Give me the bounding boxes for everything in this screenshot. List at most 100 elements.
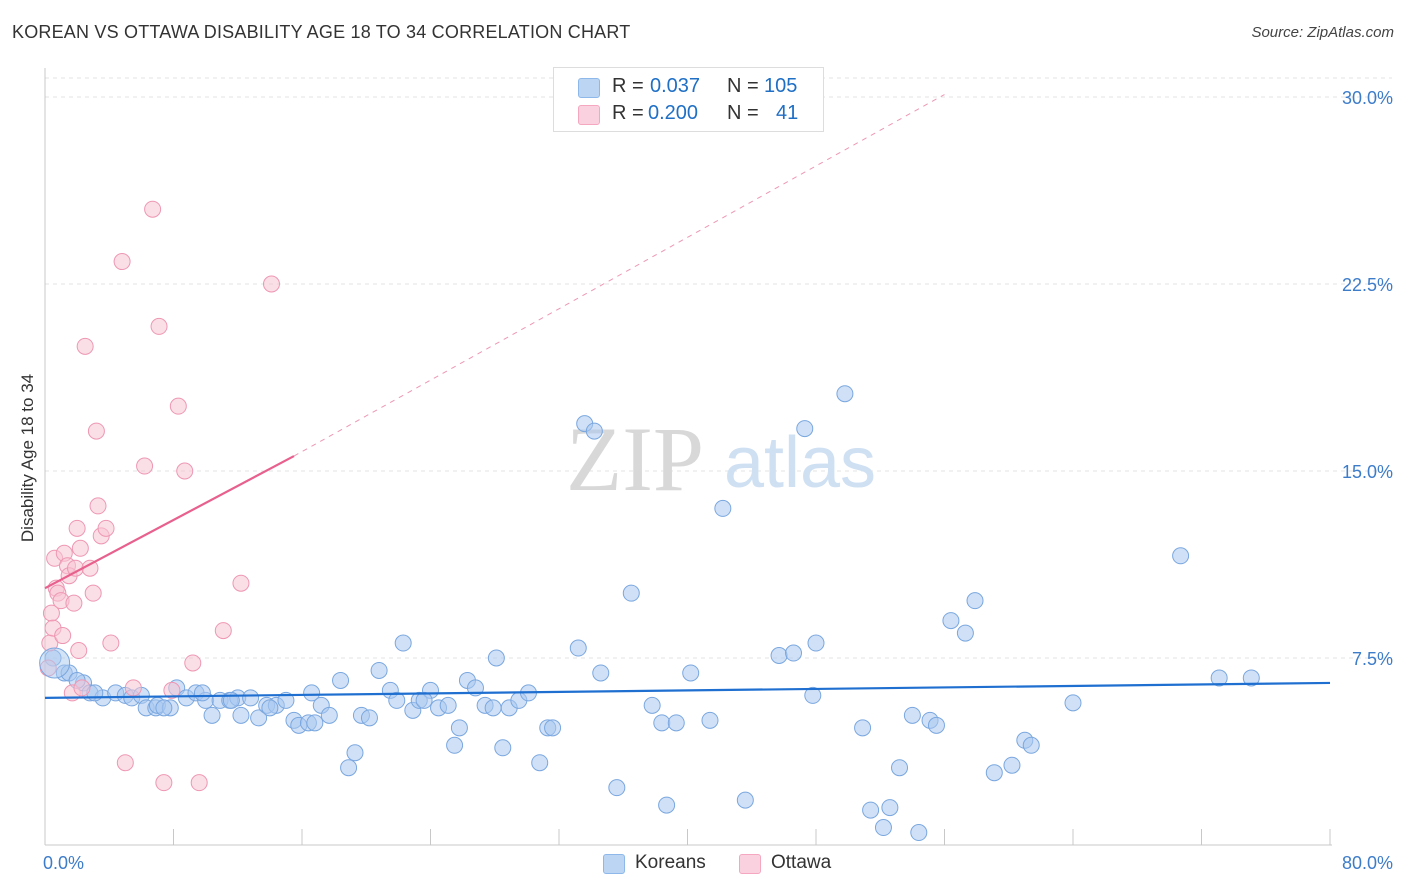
x-tick-label: 0.0%: [43, 853, 84, 873]
korean-point: [1064, 694, 1082, 712]
ottawa-point: [163, 681, 181, 699]
ottawa-point: [70, 642, 88, 660]
korean-point: [1172, 547, 1190, 565]
watermark: ZIP atlas: [566, 408, 876, 510]
korean-point: [1022, 736, 1040, 754]
korean-point: [714, 499, 732, 517]
koreans-legend-swatch: [603, 854, 625, 874]
korean-point: [701, 711, 719, 729]
trend-lines: [44, 94, 1331, 699]
ottawa-point: [214, 622, 232, 640]
korean-point: [585, 422, 603, 440]
korean-point: [484, 699, 502, 717]
korean-point: [658, 796, 676, 814]
ottawa-swatch: [578, 105, 600, 125]
korean-point: [415, 691, 433, 709]
korean-point: [956, 624, 974, 642]
ottawa-point: [184, 654, 202, 672]
korean-point: [1210, 669, 1228, 687]
korean-point: [653, 714, 671, 732]
ottawa-point: [54, 627, 72, 645]
ottawa-trend-line: [44, 455, 295, 590]
ottawa-point: [87, 422, 105, 440]
korean-point: [277, 691, 295, 709]
y-tick-label: 30.0%: [1342, 88, 1393, 108]
korean-point: [1003, 756, 1021, 774]
grid-lines: [45, 77, 1392, 659]
legend-r-value: 0.037: [650, 75, 701, 97]
ottawa-point: [176, 462, 194, 480]
korean-point: [854, 719, 872, 737]
y-tick-label: 15.0%: [1342, 462, 1393, 482]
korean-trend-line: [44, 681, 1331, 699]
korean-point: [346, 744, 364, 762]
korean-point: [836, 385, 854, 403]
ottawa-point: [144, 200, 162, 218]
korean-point: [807, 634, 825, 652]
korean-point: [232, 706, 250, 724]
korean-point: [242, 689, 260, 707]
ottawa-point: [136, 457, 154, 475]
korean-point: [608, 779, 626, 797]
korean-point: [667, 714, 685, 732]
ottawa-point: [68, 519, 86, 537]
legend-n-label: N =: [727, 102, 759, 124]
legend-r-value: 0.200: [648, 102, 699, 124]
legend-n-value: 105: [764, 75, 798, 97]
ottawa-point: [124, 679, 142, 697]
ottawa-legend-label: Ottawa: [771, 852, 832, 873]
korean-point: [927, 716, 945, 734]
korean-point: [388, 691, 406, 709]
korean-point: [370, 661, 388, 679]
chart-title: KOREAN VS OTTAWA DISABILITY AGE 18 TO 34…: [12, 22, 631, 42]
ottawa-point: [71, 539, 89, 557]
ottawa-point: [169, 397, 187, 415]
correlation-legend: R = 0.037 N = 105 R = 0.200 N = 41: [553, 67, 824, 132]
axes: [44, 68, 1332, 846]
korean-point: [785, 644, 803, 662]
korean-point: [985, 764, 1003, 782]
y-tick-label: 22.5%: [1342, 275, 1393, 295]
axis-labels: 7.5% 15.0% 22.5% 30.0% 0.0% 80.0%: [43, 88, 1393, 873]
x-tick-label: 80.0%: [1342, 853, 1393, 873]
ottawa-point: [65, 594, 83, 612]
korean-point: [360, 709, 378, 727]
ottawa-legend-swatch: [739, 854, 761, 874]
korean-point: [332, 671, 350, 689]
ottawa-point: [84, 584, 102, 602]
korean-point: [494, 739, 512, 757]
ottawa-point: [113, 253, 131, 271]
korean-point: [942, 612, 960, 630]
korean-point: [303, 684, 321, 702]
korean-point: [736, 791, 754, 809]
ottawa-point: [155, 774, 173, 792]
y-axis-title: Disability Age 18 to 34: [18, 374, 37, 542]
ottawa-point: [76, 337, 94, 355]
ottawa-point: [97, 519, 115, 537]
watermark-atlas: atlas: [724, 423, 876, 503]
korean-point: [531, 754, 549, 772]
korean-point: [592, 664, 610, 682]
ottawa-point: [73, 679, 91, 697]
data-points: [39, 200, 1260, 842]
ottawa-trend-extension: [293, 94, 945, 457]
ottawa-point: [89, 497, 107, 515]
korean-point: [770, 647, 788, 665]
source-label: Source: ZipAtlas.com: [1251, 24, 1394, 41]
korean-point: [320, 706, 338, 724]
korean-point: [682, 664, 700, 682]
korean-point: [155, 699, 173, 717]
korean-point: [874, 819, 892, 837]
korean-point: [193, 684, 211, 702]
korean-point: [306, 714, 324, 732]
ottawa-point: [150, 317, 168, 335]
korean-point: [903, 706, 921, 724]
korean-point: [862, 801, 880, 819]
koreans-swatch: [578, 78, 600, 98]
korean-point: [446, 736, 464, 754]
korean-point: [910, 824, 928, 842]
ottawa-point: [262, 275, 280, 293]
korean-point: [891, 759, 909, 777]
korean-point: [487, 649, 505, 667]
